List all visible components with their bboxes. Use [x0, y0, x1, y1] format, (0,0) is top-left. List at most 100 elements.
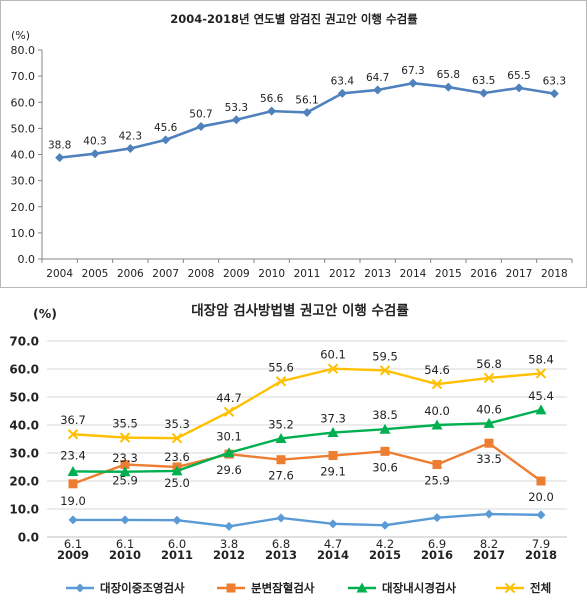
- chart2-data-label: 33.5: [476, 452, 502, 466]
- chart1-y-tick-label: 70.0: [11, 70, 36, 83]
- chart2-data-point: [171, 465, 183, 476]
- chart2-data-point: [483, 417, 495, 428]
- chart2-x-tick-label: 2013: [265, 548, 297, 562]
- chart2-data-label: 58.4: [528, 352, 554, 366]
- chart2-title: 대장암 검사방법별 권고안 이행 수검률: [191, 302, 409, 319]
- chart2-data-point: [276, 513, 286, 523]
- chart2-data-label: 29.6: [216, 463, 242, 477]
- chart2-data-point: [379, 423, 391, 434]
- chart2-x-tick-label: 2010: [109, 548, 141, 562]
- chart2-data-label: 44.7: [216, 391, 242, 405]
- chart2-series-line: [72, 367, 542, 440]
- chart2-unit-label: (%): [33, 306, 57, 321]
- chart2-data-point: [536, 476, 546, 486]
- chart1-data-point: [231, 115, 241, 125]
- chart2-data-point: [432, 513, 442, 523]
- chart2-data-label: 60.1: [320, 348, 346, 362]
- chart2-data-point: [327, 363, 339, 374]
- chart1-y-tick-label: 30.0: [11, 175, 36, 188]
- chart1-data-label: 56.1: [295, 94, 318, 106]
- chart2-data-point: [67, 465, 79, 476]
- chart2-series-line: [73, 512, 542, 528]
- chart1-svg: 2004-2018년 연도별 암검진 권고안 이행 수검률 (%) 0.0 10.0 2…: [11, 12, 573, 280]
- chart2-legend-label: 전체: [530, 581, 551, 595]
- chart2-data-point: [535, 368, 547, 379]
- chart1-x-tick-label: 2007: [152, 268, 179, 280]
- chart2-svg: 대장암 검사방법별 권고안 이행 수검률 (%) 0.0 10.0 20.0 30.0 40…: [9, 302, 567, 595]
- chart2-data-point: [68, 515, 78, 525]
- chart1-data-label: 67.3: [401, 65, 424, 77]
- chart2-data-point: [535, 404, 547, 415]
- chart2-data-label: 20.0: [528, 490, 554, 504]
- chart2-y-tick-label: 40.0: [9, 419, 39, 433]
- chart2-data-point: [379, 365, 391, 376]
- chart2-data-point: [119, 432, 131, 443]
- chart1-data-label: 50.7: [189, 109, 212, 121]
- chart1-x-tick-label: 2016: [470, 268, 497, 280]
- chart1-x-tick-label: 2013: [364, 268, 391, 280]
- chart2-data-label: 27.6: [268, 469, 294, 483]
- chart1-data-label: 42.3: [119, 130, 142, 142]
- chart1-x-tick-label: 2015: [435, 268, 462, 280]
- chart1-data-label: 56.6: [260, 93, 284, 105]
- chart1-y-tick-label: 20.0: [11, 201, 36, 214]
- chart2-y-tick-label: 70.0: [9, 335, 39, 349]
- chart2-data-point: [172, 515, 182, 525]
- chart1-data-point: [443, 82, 453, 92]
- chart2-data-point: [120, 459, 130, 469]
- chart2-series-line: [72, 441, 542, 485]
- chart2-legend-swatch-marker: [226, 583, 236, 593]
- chart1-data-point: [373, 85, 383, 95]
- chart2-data-point: [327, 427, 339, 438]
- chart2-x-tick-label: 2012: [213, 548, 245, 562]
- chart1-x-tick-label: 2004: [46, 268, 73, 280]
- chart1-data-point: [337, 88, 347, 98]
- chart2-data-point: [120, 515, 130, 525]
- chart1-x-tick-label: 2009: [223, 268, 250, 280]
- chart2-data-label: 40.6: [476, 402, 502, 416]
- chart2-data-label: 30.6: [372, 460, 398, 474]
- chart1-data-label: 45.6: [154, 122, 178, 134]
- chart1-data-label: 63.4: [331, 75, 355, 87]
- chart2-x-tick-label: 2015: [369, 548, 401, 562]
- chart2-data-point: [67, 429, 79, 440]
- chart2-x-tick-label: 2009: [57, 548, 89, 562]
- chart2-data-label: 6.1: [64, 537, 82, 551]
- chart2-data-label: 30.1: [216, 430, 242, 444]
- chart2-data-point: [171, 432, 183, 444]
- chart1-y-tick-label: 40.0: [11, 149, 36, 162]
- chart2-data-label: 25.0: [164, 476, 190, 490]
- chart2-data-label: 6.1: [116, 537, 134, 551]
- chart1-x-tick-label: 2010: [258, 268, 285, 280]
- chart2-data-label: 36.7: [60, 413, 86, 427]
- chart2-x-tick-label: 2018: [525, 548, 557, 562]
- chart2-y-tick-label: 30.0: [9, 447, 39, 461]
- chart1-data-label: 38.8: [48, 140, 71, 152]
- chart1-y-tick-label: 50.0: [11, 122, 36, 135]
- chart2-data-label: 40.0: [424, 404, 450, 418]
- chart2-data-point: [431, 419, 443, 430]
- chart2-y-tick-label: 50.0: [9, 391, 39, 405]
- chart-screening-rate-2004-2018: 2004-2018년 연도별 암검진 권고안 이행 수검률 (%) 0.0 10.0 2…: [0, 0, 587, 288]
- chart2-data-label: 55.6: [268, 360, 294, 374]
- chart1-data-label: 53.3: [225, 102, 248, 114]
- chart2-data-point: [380, 520, 390, 530]
- chart2-legend-swatch-marker: [504, 582, 516, 594]
- chart2-data-label: 19.0: [60, 494, 86, 508]
- chart1-x-tick-label: 2017: [506, 268, 533, 280]
- chart2-data-point: [328, 519, 338, 529]
- chart2-legend-swatch-marker: [75, 583, 85, 593]
- chart2-data-label: 54.6: [424, 363, 450, 377]
- chart1-x-tick-label: 2005: [82, 268, 109, 280]
- chart2-data-label: 45.4: [528, 389, 554, 403]
- chart1-y-tick-label: 0.0: [18, 253, 36, 266]
- chart2-data-label: 37.3: [320, 412, 346, 426]
- chart2-data-point: [431, 378, 443, 390]
- chart1-y-tick-label: 80.0: [11, 44, 36, 57]
- chart1-data-label: 64.7: [366, 72, 389, 84]
- chart1-data-label: 40.3: [83, 136, 106, 148]
- chart2-data-label: 25.9: [424, 473, 450, 487]
- chart1-data-point: [267, 106, 277, 116]
- chart1-data-label: 63.5: [472, 75, 495, 87]
- chart1-x-tick-label: 2006: [117, 268, 144, 280]
